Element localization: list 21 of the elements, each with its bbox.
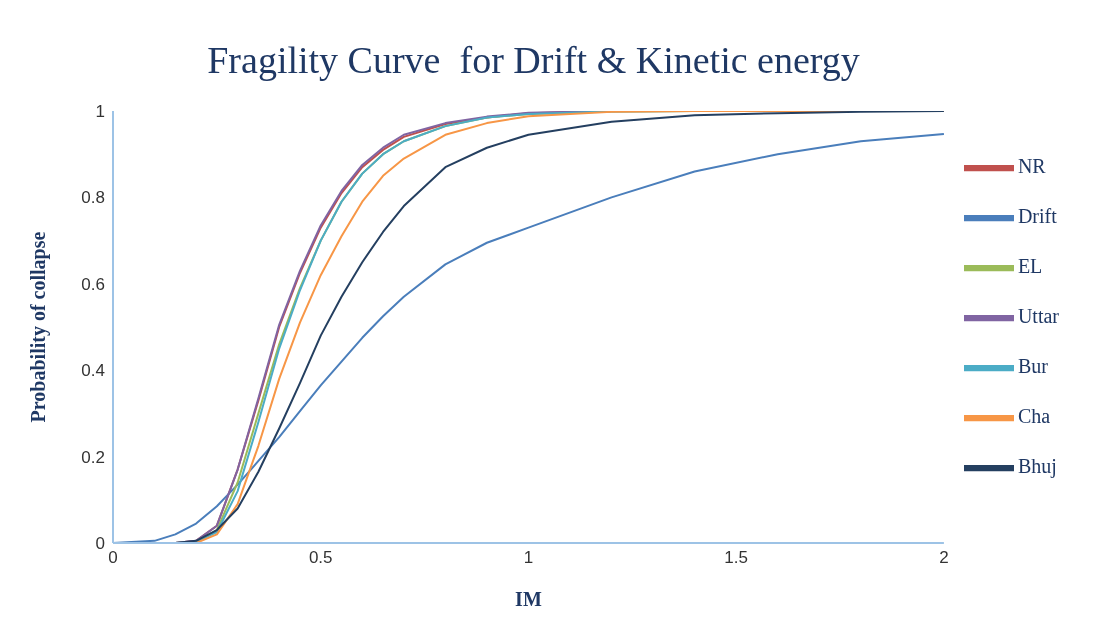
legend-label: EL — [1017, 254, 1043, 277]
legend-label: Drift — [1017, 204, 1057, 227]
x-tick-label: 1 — [523, 548, 534, 568]
y-tick-label: 0.8 — [81, 188, 105, 208]
x-axis-title: IM — [515, 588, 542, 610]
y-axis-title: Probability of collapse — [27, 231, 51, 423]
y-tick-label: 0.2 — [81, 447, 105, 467]
legend-label: Cha — [1017, 404, 1051, 427]
legend-label: Uttar — [1017, 304, 1059, 327]
x-tick-label: 1.5 — [724, 548, 748, 568]
legend-label: Bhuj — [1017, 454, 1057, 477]
x-tick-label: 0.5 — [308, 548, 333, 568]
x-tick-label: 0 — [108, 548, 118, 568]
y-tick-label: 0.6 — [81, 274, 105, 294]
x-tick-label: 2 — [939, 548, 949, 568]
y-tick-label: 0.4 — [81, 361, 105, 381]
chart-title: Fragility Curve for Drift & Kinetic energy — [206, 38, 861, 82]
y-tick-label: 1 — [95, 102, 105, 122]
legend-label: NR — [1017, 154, 1046, 177]
y-tick-label: 0 — [95, 534, 105, 554]
legend-label: Bur — [1017, 354, 1048, 377]
